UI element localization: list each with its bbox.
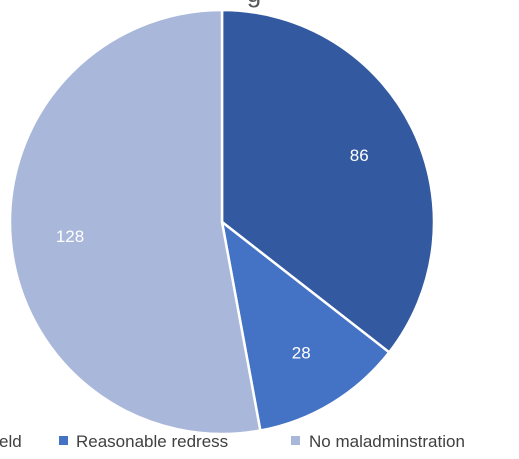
pie-slice-no-maladminstration [8, 8, 262, 436]
legend-swatch-reasonable-redress [59, 436, 68, 445]
legend-label-held: eld [0, 432, 22, 451]
legend: eld Reasonable redress No maladminstrati… [0, 432, 465, 451]
data-label-no-maladminstration: 128 [56, 227, 84, 246]
pie-data-labels: 86 28 128 [56, 146, 369, 363]
pie-slice-reasonable-redress [220, 220, 391, 432]
pie-slice-eld [220, 8, 436, 354]
chart-title: g [247, 0, 261, 8]
data-label-eld: 86 [350, 146, 369, 165]
legend-label-reasonable-redress: Reasonable redress [76, 432, 228, 451]
data-label-reasonable-redress: 28 [292, 344, 311, 363]
legend-swatch-no-maladminstration [291, 436, 300, 445]
pie-slices [8, 8, 436, 436]
legend-label-no-maladminstration: No maladminstration [309, 432, 465, 451]
